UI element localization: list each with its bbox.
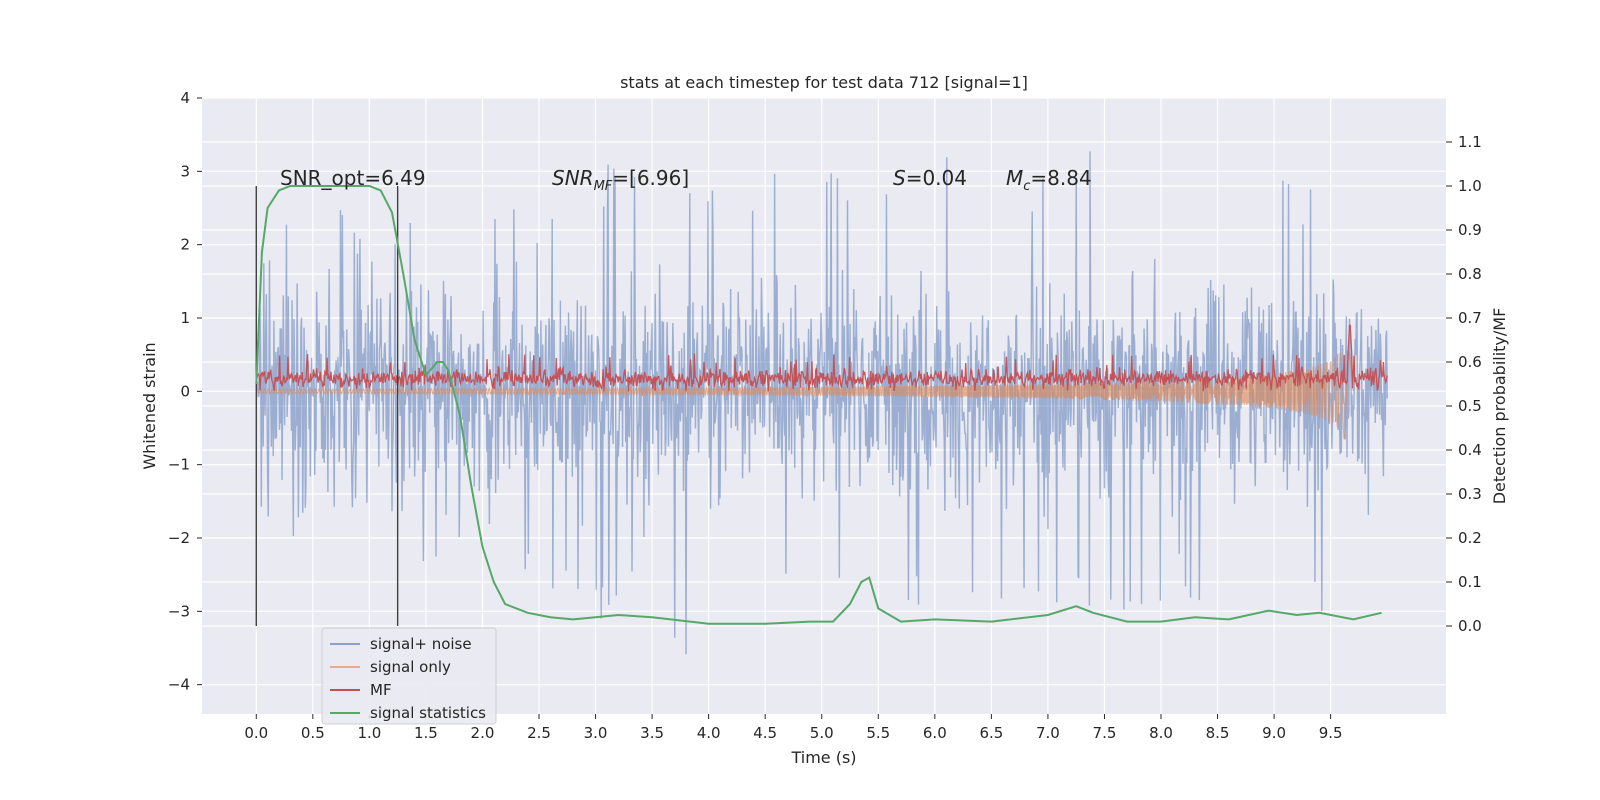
y-axis-label: Whitened strain (140, 342, 159, 469)
y-right-tick-label: 0.0 (1458, 617, 1482, 635)
chart-title: stats at each timestep for test data 712… (620, 73, 1028, 92)
y-right-tick-label: 0.6 (1458, 353, 1482, 371)
series-mf (255, 324, 1388, 392)
x-tick-label: 6.0 (923, 724, 947, 742)
annotation-snr-mf: SNRMF=[6.96] (552, 166, 689, 194)
x-tick-label: 9.5 (1319, 724, 1343, 742)
y-right-tick-label: 0.1 (1458, 573, 1482, 591)
y-tick-label: 4 (180, 89, 190, 107)
x-tick-label: 4.0 (697, 724, 721, 742)
legend-label: signal+ noise (370, 635, 472, 653)
x-tick-label: 7.5 (1093, 724, 1117, 742)
annotation-s: S=0.04 (893, 166, 967, 190)
y-tick-label: −2 (168, 529, 190, 547)
series-signal-only (255, 351, 1354, 440)
annotation-snr-opt: SNR_opt=6.49 (280, 166, 426, 190)
x-tick-label: 0.0 (244, 724, 268, 742)
y-right-tick-label: 0.8 (1458, 265, 1482, 283)
x-tick-label: 2.5 (527, 724, 551, 742)
x-tick-label: 5.0 (810, 724, 834, 742)
legend: signal+ noise signal only MF signal statist… (321, 627, 497, 725)
y-right-axis-ticks: 0.0 0.1 0.2 0.3 0.4 0.5 0.6 0.7 0.8 0.9 1.0 1.1 (1446, 133, 1482, 635)
x-tick-label: 7.0 (1036, 724, 1060, 742)
y-tick-label: 1 (180, 309, 190, 327)
y-tick-label: 3 (180, 162, 190, 180)
y-right-tick-label: 0.3 (1458, 485, 1482, 503)
y-tick-label: −1 (168, 456, 190, 474)
x-axis-ticks: 0.0 0.5 1.0 1.5 2.0 2.5 3.0 3.5 4.0 4.5 5.0 5.5 6.0 6… (244, 714, 1343, 742)
x-tick-label: 1.0 (357, 724, 381, 742)
y-right-tick-label: 1.1 (1458, 133, 1482, 151)
x-tick-label: 2.0 (471, 724, 495, 742)
y-right-tick-label: 0.4 (1458, 441, 1482, 459)
x-tick-label: 4.5 (753, 724, 777, 742)
y-tick-label: 2 (180, 236, 190, 254)
series-layer (255, 151, 1388, 655)
x-tick-label: 6.5 (979, 724, 1003, 742)
x-tick-label: 8.5 (1206, 724, 1230, 742)
legend-label: MF (370, 681, 392, 699)
y-tick-label: 0 (180, 382, 190, 400)
legend-box (321, 627, 497, 725)
series-signal-statistics (255, 185, 1382, 625)
x-axis-label: Time (s) (790, 748, 856, 767)
x-tick-label: 3.0 (584, 724, 608, 742)
y-axis-ticks: −4 −3 −2 −1 0 1 2 3 4 (168, 89, 202, 694)
y-right-tick-label: 1.0 (1458, 177, 1482, 195)
x-tick-label: 1.5 (414, 724, 438, 742)
y-right-tick-label: 0.5 (1458, 397, 1482, 415)
legend-label: signal statistics (370, 704, 486, 722)
signal-statistics-layer (255, 185, 1382, 625)
y-tick-label: −3 (168, 602, 190, 620)
y-right-axis-label: Detection probability/MF (1490, 308, 1509, 505)
x-tick-label: 8.0 (1149, 724, 1173, 742)
x-tick-label: 0.5 (301, 724, 325, 742)
y-tick-label: −4 (168, 676, 190, 694)
vertical-markers (255, 186, 399, 626)
x-tick-label: 9.0 (1262, 724, 1286, 742)
y-right-tick-label: 0.7 (1458, 309, 1482, 327)
annotation-mc: Mc=8.84 (1006, 166, 1092, 194)
y-right-tick-label: 0.9 (1458, 221, 1482, 239)
legend-label: signal only (370, 658, 451, 676)
x-tick-label: 3.5 (640, 724, 664, 742)
y-right-tick-label: 0.2 (1458, 529, 1482, 547)
legend-items: signal+ noise signal only MF signal statist… (330, 635, 486, 722)
x-tick-label: 5.5 (866, 724, 890, 742)
